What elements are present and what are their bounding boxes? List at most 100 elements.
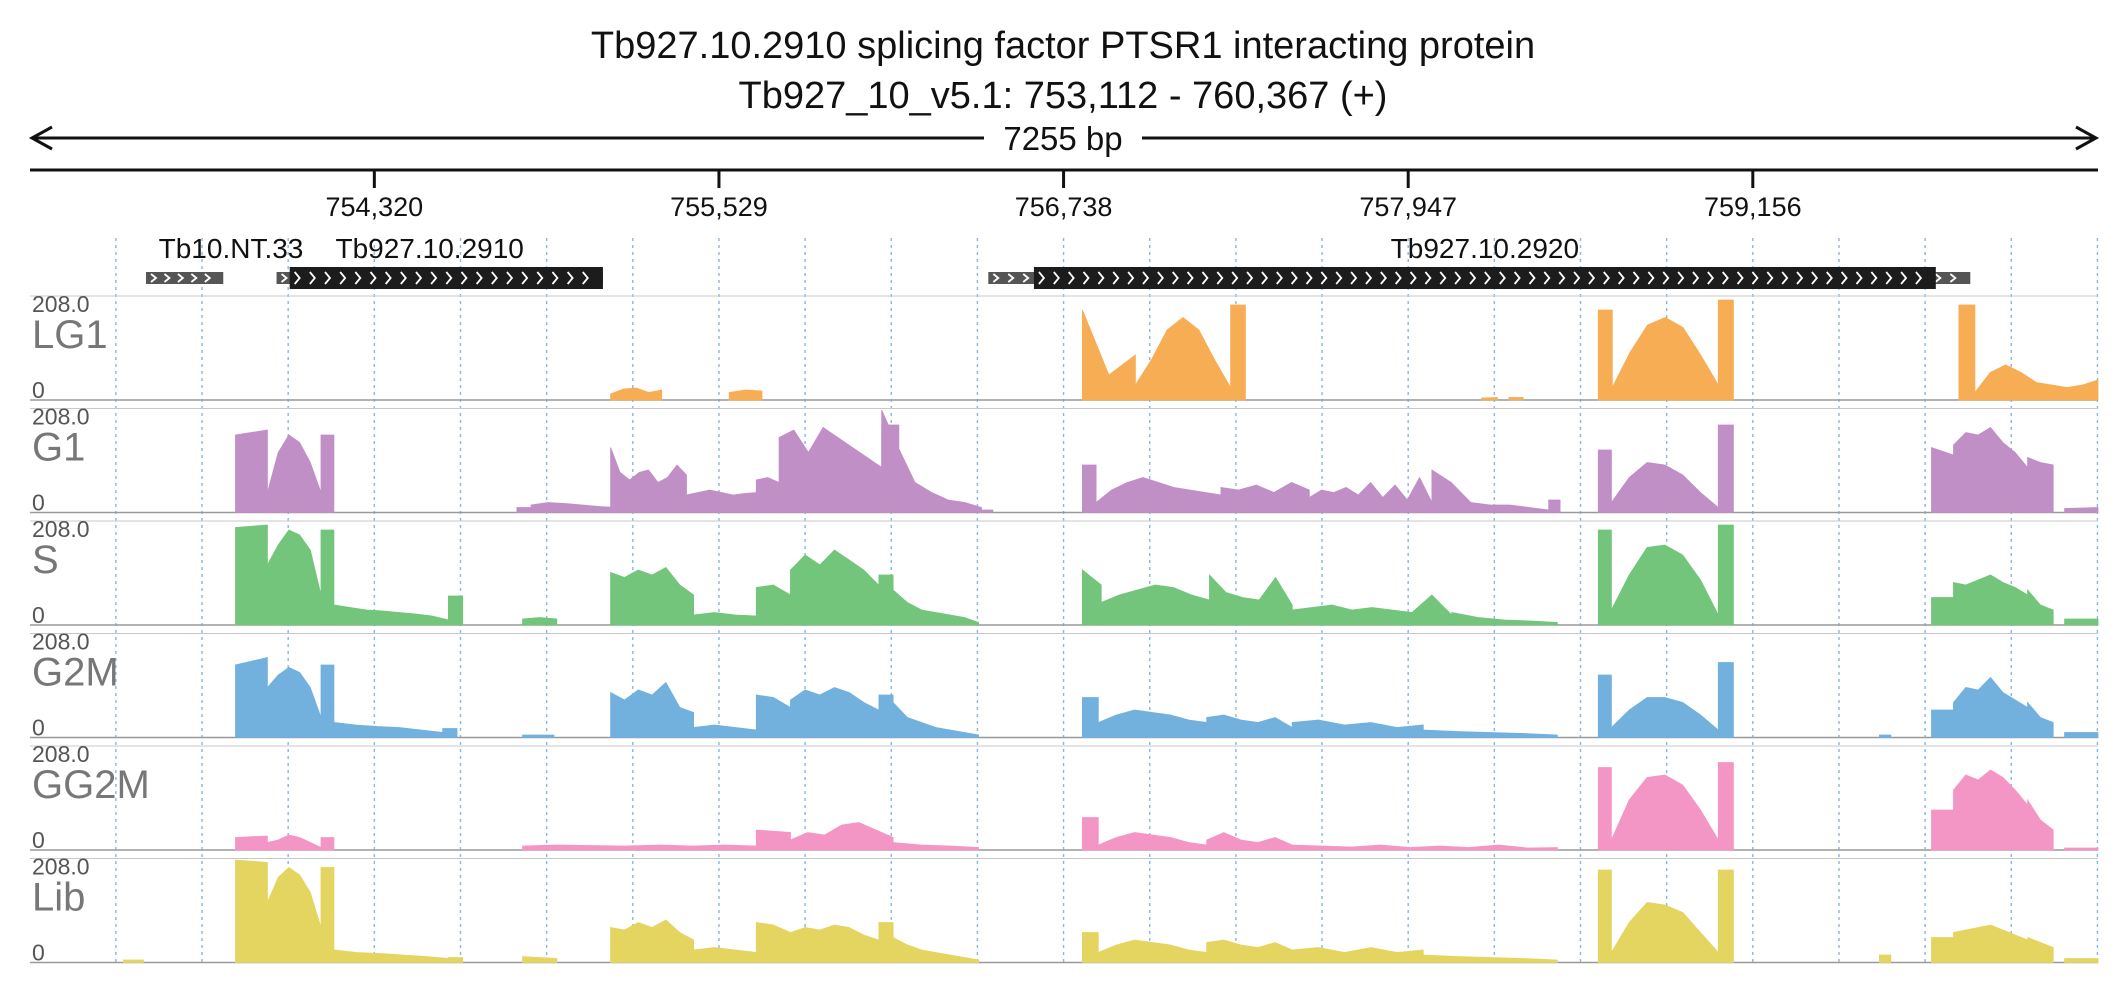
coverage-area — [1431, 469, 1550, 513]
coverage-area — [892, 936, 979, 963]
coverage-area — [1508, 397, 1524, 401]
gene-chevron — [1454, 271, 1462, 285]
track-name: S — [32, 538, 59, 582]
gene-chevron — [1885, 271, 1893, 285]
coverage-area — [892, 701, 979, 738]
coverage-area — [610, 447, 687, 513]
coverage-area — [1879, 954, 1892, 963]
coverage-area — [1611, 544, 1719, 626]
y-max-label: 208.0 — [32, 516, 90, 542]
coverage-area — [235, 656, 268, 738]
coverage-area — [790, 924, 894, 963]
gene-chevron — [1543, 271, 1551, 285]
coverage-area — [123, 959, 144, 963]
coverage-area — [693, 724, 757, 738]
coverage-area — [1597, 674, 1612, 738]
gene-chevron — [1022, 273, 1030, 283]
track-name: Lib — [32, 876, 85, 920]
gene-chevron — [566, 271, 574, 285]
gene-model: Tb927.10.2910 — [276, 233, 603, 289]
coverage-area — [1953, 769, 2028, 851]
gene-chevron — [460, 271, 468, 285]
gene-chevron — [1439, 271, 1447, 285]
gene-chevron — [1038, 271, 1046, 285]
gene-chevron — [293, 271, 301, 285]
coverage-area — [2027, 456, 2054, 513]
coverage-area — [522, 617, 558, 626]
gene-cds — [289, 267, 603, 289]
coverage-area — [1422, 954, 1558, 963]
coverage-area — [2064, 732, 2099, 738]
coverage-area — [610, 387, 663, 401]
coverage-area — [2064, 847, 2099, 851]
coverage-area — [610, 919, 694, 963]
gene-chevron — [1097, 271, 1105, 285]
gene-chevron — [1736, 271, 1744, 285]
gene-chevron — [339, 271, 347, 285]
coverage-area — [790, 822, 894, 851]
chart-subtitle: Tb927_10_v5.1: 753,112 - 760,367 (+) — [739, 75, 1388, 117]
coverage-area — [320, 664, 335, 738]
coverage-area — [1597, 767, 1612, 851]
track-s: 208.0 0 S — [30, 516, 2099, 628]
gene-chevron — [309, 271, 317, 285]
coverage-area — [522, 734, 555, 738]
gene-chevron — [1811, 271, 1819, 285]
coverage-area — [1717, 299, 1734, 401]
track-name: G2M — [32, 651, 119, 695]
gene-chevron — [551, 271, 559, 285]
gene-chevron — [1469, 271, 1477, 285]
y-min-label: 0 — [32, 377, 45, 403]
gene-chevron — [1305, 271, 1313, 285]
gene-chevron — [1127, 271, 1135, 285]
ruler-ticks: 754,320 755,529 756,738 757,947 759,156 — [326, 170, 1802, 222]
coverage-area — [333, 722, 444, 738]
coverage-area — [1291, 719, 1424, 738]
gene-chevron — [1855, 271, 1863, 285]
gene-chevron — [1870, 271, 1878, 285]
track-name: LG1 — [32, 313, 108, 357]
y-min-label: 0 — [32, 490, 45, 516]
coverage-area — [755, 694, 791, 738]
coverage-area — [1931, 937, 1954, 963]
gene-chevron — [1320, 271, 1328, 285]
track-lib: 208.0 0 Lib — [30, 854, 2099, 966]
coverage-area — [1953, 426, 2028, 513]
gene-track: Tb10.NT.33 Tb927.10.2910 Tb927.10.2920 — [146, 233, 1971, 289]
coverage-area — [1611, 902, 1719, 963]
coverage-area — [1953, 574, 2028, 626]
gene-chevron — [1365, 271, 1373, 285]
gene-chevron — [177, 273, 185, 283]
coverage-area — [1206, 939, 1293, 963]
tick-label: 755,529 — [670, 192, 768, 222]
gene-label: Tb10.NT.33 — [159, 233, 304, 264]
coverage-area — [320, 434, 335, 513]
gene-chevron — [1350, 271, 1358, 285]
gene-chevron — [536, 271, 544, 285]
gene-chevron — [1394, 271, 1402, 285]
gene-chevron — [1513, 271, 1521, 285]
coverage-area — [522, 844, 694, 851]
gene-chevron — [1662, 271, 1670, 285]
gene-chevron — [475, 271, 483, 285]
y-min-label: 0 — [32, 602, 45, 628]
track-gg2m: 208.0 0 GG2M — [30, 741, 2099, 853]
gene-chevron — [369, 271, 377, 285]
coverage-area — [333, 604, 449, 626]
gene-chevron — [1840, 271, 1848, 285]
coverage-area — [2064, 958, 2099, 963]
coverage-area — [1481, 397, 1498, 401]
coverage-area — [892, 842, 979, 851]
coverage-area — [755, 477, 780, 513]
gene-chevron — [400, 271, 407, 285]
coverage-area — [1082, 932, 1099, 963]
coverage-area — [1931, 809, 1954, 851]
coverage-area — [2027, 701, 2054, 738]
track-name: G1 — [32, 426, 85, 470]
coverage-area — [1100, 584, 1210, 626]
coverage-area — [2064, 507, 2099, 513]
gene-chevron — [1157, 271, 1165, 285]
gene-chevron — [1949, 273, 1957, 283]
gene-chevron — [1112, 271, 1120, 285]
coverage-area — [1230, 304, 1246, 401]
